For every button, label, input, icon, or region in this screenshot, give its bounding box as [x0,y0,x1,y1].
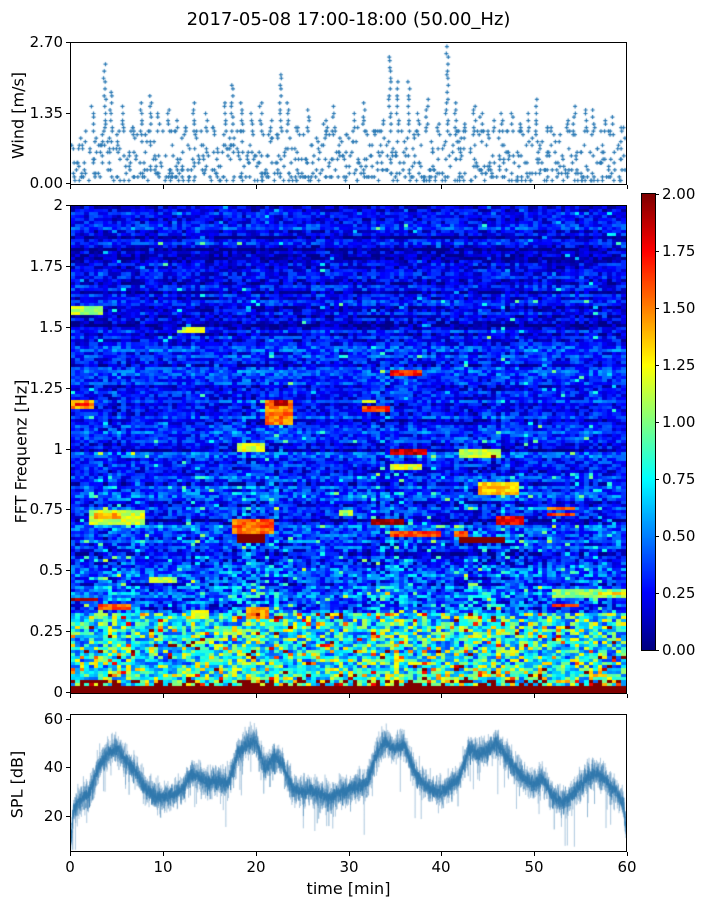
tick-mark [656,194,659,195]
tick-mark [656,422,659,423]
tick-mark [163,852,164,856]
tick-mark [256,185,257,189]
tick-label: 0.5 [39,561,63,579]
tick-label: 40 [43,758,63,776]
tick-mark [66,266,70,267]
tick-label: 0.00 [29,174,63,192]
tick-mark [627,185,628,189]
tick-label: 0 [53,683,63,701]
tick-mark [256,852,257,856]
tick-mark [256,694,257,698]
tick-label: 1.35 [29,104,63,122]
tick-mark [163,694,164,698]
figure-title: 2017-05-08 17:00-18:00 (50.00_Hz) [186,9,511,30]
spl-panel [70,714,627,852]
tick-mark [441,852,442,856]
tick-mark [349,694,350,698]
wind-scatter-canvas [71,43,626,184]
tick-mark [163,185,164,189]
colorbar-canvas [642,194,655,650]
tick-mark [66,631,70,632]
tick-mark [66,767,70,768]
tick-label: 50 [524,858,544,876]
tick-mark [66,388,70,389]
tick-label: 0 [65,858,75,876]
tick-label: 2.70 [29,33,63,51]
tick-label: 20 [43,807,63,825]
tick-mark [66,449,70,450]
tick-mark [66,816,70,817]
tick-mark [656,536,659,537]
tick-mark [627,694,628,698]
tick-label: 0.75 [662,470,696,488]
tick-mark [349,852,350,856]
tick-mark [70,852,71,856]
tick-label: 1.25 [29,379,63,397]
tick-mark [66,509,70,510]
tick-mark [66,42,70,43]
tick-mark [656,479,659,480]
tick-label: 0.25 [662,584,696,602]
tick-label: 1.25 [662,356,696,374]
colorbar [641,193,656,651]
tick-mark [534,852,535,856]
tick-label: 1 [53,440,63,458]
tick-mark [66,692,70,693]
tick-mark [656,251,659,252]
tick-mark [534,185,535,189]
tick-label: 20 [246,858,266,876]
tick-mark [70,694,71,698]
tick-label: 0.25 [29,622,63,640]
tick-mark [66,113,70,114]
tick-mark [441,694,442,698]
tick-label: 0.00 [662,641,696,659]
tick-label: 1.00 [662,413,696,431]
tick-mark [66,570,70,571]
tick-mark [66,719,70,720]
tick-mark [656,593,659,594]
tick-mark [656,650,659,651]
tick-label: 30 [339,858,359,876]
tick-label: 1.5 [39,318,63,336]
tick-label: 2.00 [662,185,696,203]
time-xlabel: time [min] [306,879,391,898]
tick-label: 0.75 [29,500,63,518]
fft-spectrogram-panel [70,205,627,694]
tick-label: 10 [153,858,173,876]
tick-label: 1.75 [662,242,696,260]
tick-mark [70,185,71,189]
tick-mark [441,185,442,189]
tick-mark [349,185,350,189]
tick-mark [656,308,659,309]
tick-mark [66,205,70,206]
tick-mark [627,852,628,856]
tick-label: 60 [43,710,63,728]
tick-label: 40 [431,858,451,876]
tick-label: 1.75 [29,257,63,275]
fft-spectrogram-canvas [71,206,626,693]
tick-label: 1.50 [662,299,696,317]
tick-label: 2 [53,196,63,214]
spl-line-canvas [71,715,626,851]
tick-mark [66,327,70,328]
tick-mark [656,365,659,366]
wind-scatter-panel [70,42,627,185]
tick-mark [66,183,70,184]
tick-mark [534,694,535,698]
tick-label: 60 [617,858,637,876]
tick-label: 0.50 [662,527,696,545]
